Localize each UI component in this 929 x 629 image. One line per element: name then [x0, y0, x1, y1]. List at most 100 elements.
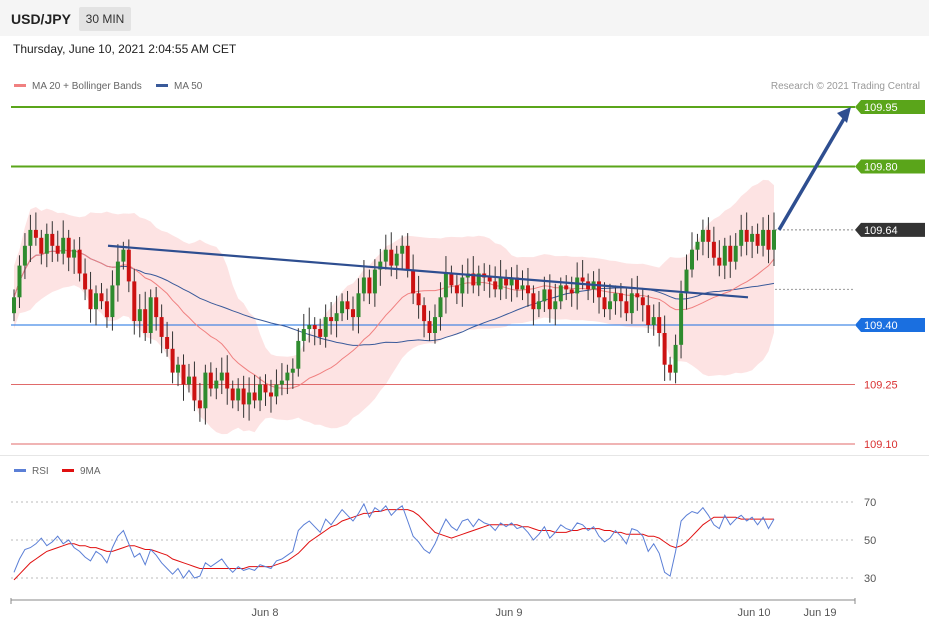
candle [531, 285, 536, 326]
candle [416, 275, 421, 319]
candle-body [515, 277, 519, 290]
rsi-tick-label-70: 70 [864, 497, 876, 509]
candle [433, 304, 437, 344]
price-tag-text-109.80: 109.80 [864, 161, 898, 173]
candle-body [750, 233, 755, 242]
candle-body [449, 273, 454, 286]
candle-body [438, 297, 443, 318]
candle [684, 254, 689, 310]
candle-body [504, 277, 509, 286]
candle-body [629, 293, 634, 314]
candle [285, 364, 290, 395]
candle [542, 276, 547, 312]
candle [695, 233, 700, 261]
candle [329, 302, 334, 335]
candle [22, 233, 27, 280]
candle [427, 310, 432, 341]
candle-body [597, 281, 601, 298]
candle [44, 223, 49, 268]
candle [115, 244, 120, 302]
time-tick-label: Jun 10 [737, 607, 770, 619]
candle [722, 237, 727, 280]
price-tag-109.80 [855, 159, 925, 174]
candle [154, 286, 159, 331]
candle-body [673, 344, 678, 373]
candle-body [378, 261, 383, 270]
candle [498, 260, 503, 301]
candle-body [132, 281, 137, 321]
candle [33, 212, 38, 246]
candle-body [618, 293, 623, 302]
candle [351, 296, 355, 331]
timeframe-button[interactable]: 30 MIN [79, 7, 131, 31]
ma20-label: MA 20 + Bollinger Bands [32, 81, 142, 92]
legend-ma20: MA 20 + Bollinger Bands [14, 81, 142, 92]
candle [148, 289, 153, 344]
rsi-tick-label-30: 30 [864, 573, 876, 585]
candle-body [252, 392, 257, 401]
candle-body [176, 364, 180, 373]
candle [340, 293, 345, 322]
candle-body [772, 229, 776, 250]
candle [345, 290, 350, 320]
candle-body [225, 372, 230, 389]
candle-body [192, 376, 197, 401]
candle [263, 374, 268, 406]
candle [400, 235, 405, 270]
candle-body [728, 245, 733, 262]
candle-body [88, 289, 93, 310]
rsi-label: RSI [32, 466, 49, 477]
candle-body [394, 253, 399, 266]
candle-body [706, 229, 711, 242]
candle [651, 304, 656, 336]
rsi-ma-swatch [62, 468, 74, 472]
candle [181, 354, 186, 401]
candle [761, 217, 766, 257]
candle [219, 357, 224, 395]
candle-body [241, 388, 246, 405]
candle [66, 229, 71, 272]
candle-body [493, 281, 498, 290]
price-label-109.10: 109.10 [864, 439, 898, 451]
candle-body [274, 384, 279, 397]
price-label-109.25: 109.25 [864, 380, 898, 392]
candle [132, 268, 137, 335]
candle [165, 321, 170, 357]
candle [83, 258, 88, 301]
candle [629, 278, 634, 324]
candle-body [613, 293, 618, 302]
candle-body [766, 229, 771, 250]
candle [744, 212, 749, 256]
price-tag-109.40 [855, 318, 925, 333]
ma20-swatch [14, 83, 26, 87]
candle [279, 363, 284, 396]
candle [728, 235, 733, 278]
candle-body [553, 301, 558, 310]
panel-divider [0, 455, 929, 456]
candle-body [126, 249, 131, 282]
candle [104, 288, 109, 328]
candle-body [635, 293, 640, 298]
candle-body [170, 348, 175, 373]
candle [569, 276, 574, 307]
candle-body [536, 301, 541, 310]
candle [608, 283, 612, 320]
candle [159, 304, 164, 354]
legend-rsi: RSI [14, 466, 49, 477]
candle [487, 264, 492, 298]
candle-body [700, 229, 705, 242]
candle [755, 223, 760, 254]
candle-body [307, 325, 312, 330]
candle-body [487, 277, 492, 282]
candle-body [44, 233, 49, 254]
candle [110, 270, 115, 331]
candle-body [143, 309, 148, 333]
candle [241, 375, 246, 418]
candle-body [104, 301, 109, 318]
candle-body [110, 285, 115, 318]
candle-body [411, 269, 416, 294]
time-tick-label: Jun 8 [252, 607, 279, 619]
candle-body [55, 245, 60, 254]
candle-body [679, 293, 684, 345]
candle-body [498, 277, 503, 290]
